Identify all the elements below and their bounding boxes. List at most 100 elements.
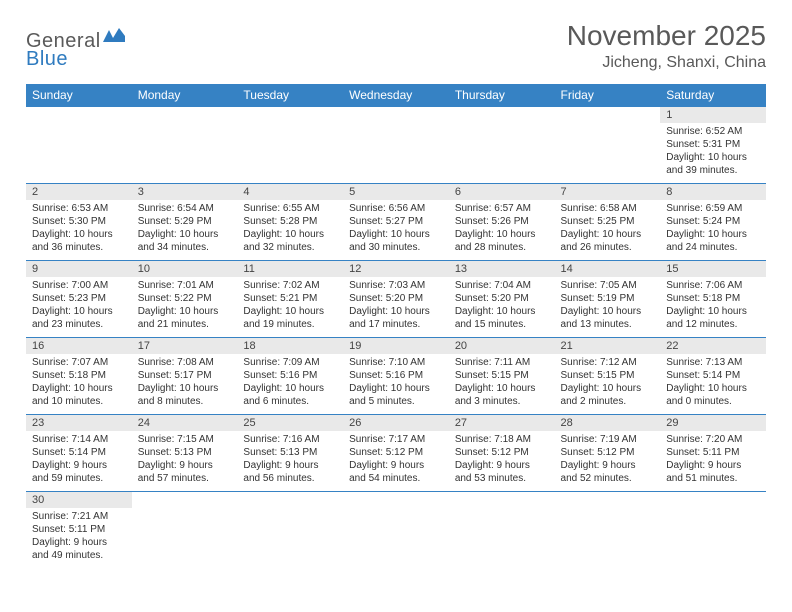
sunset-text: Sunset: 5:19 PM xyxy=(561,292,655,305)
day-number-cell: 27 xyxy=(449,415,555,432)
weekday-header: Tuesday xyxy=(237,84,343,107)
sunrise-text: Sunrise: 6:57 AM xyxy=(455,202,549,215)
sunrise-text: Sunrise: 6:59 AM xyxy=(666,202,760,215)
sunrise-text: Sunrise: 7:03 AM xyxy=(349,279,443,292)
content-row: Sunrise: 7:14 AMSunset: 5:14 PMDaylight:… xyxy=(26,431,766,492)
day-number-cell xyxy=(660,492,766,509)
sunset-text: Sunset: 5:14 PM xyxy=(666,369,760,382)
day-number-cell: 5 xyxy=(343,184,449,201)
day-number-cell xyxy=(343,492,449,509)
day-content-cell: Sunrise: 6:59 AMSunset: 5:24 PMDaylight:… xyxy=(660,200,766,261)
daylight-text: Daylight: 10 hours and 12 minutes. xyxy=(666,305,760,331)
daylight-text: Daylight: 10 hours and 32 minutes. xyxy=(243,228,337,254)
daylight-text: Daylight: 9 hours and 49 minutes. xyxy=(32,536,126,562)
daylight-text: Daylight: 10 hours and 6 minutes. xyxy=(243,382,337,408)
day-content-cell: Sunrise: 7:20 AMSunset: 5:11 PMDaylight:… xyxy=(660,431,766,492)
day-content-cell xyxy=(449,508,555,568)
weekday-header: Friday xyxy=(555,84,661,107)
daylight-text: Daylight: 10 hours and 2 minutes. xyxy=(561,382,655,408)
day-number-cell: 15 xyxy=(660,261,766,278)
day-number-cell: 28 xyxy=(555,415,661,432)
day-number-cell: 25 xyxy=(237,415,343,432)
day-number-cell: 22 xyxy=(660,338,766,355)
sunrise-text: Sunrise: 7:15 AM xyxy=(138,433,232,446)
sunrise-text: Sunrise: 7:17 AM xyxy=(349,433,443,446)
daylight-text: Daylight: 10 hours and 39 minutes. xyxy=(666,151,760,177)
content-row: Sunrise: 7:21 AMSunset: 5:11 PMDaylight:… xyxy=(26,508,766,568)
daylight-text: Daylight: 10 hours and 10 minutes. xyxy=(32,382,126,408)
sunset-text: Sunset: 5:24 PM xyxy=(666,215,760,228)
day-number-cell: 17 xyxy=(132,338,238,355)
day-content-cell: Sunrise: 7:06 AMSunset: 5:18 PMDaylight:… xyxy=(660,277,766,338)
daylight-text: Daylight: 10 hours and 24 minutes. xyxy=(666,228,760,254)
day-content-cell: Sunrise: 7:04 AMSunset: 5:20 PMDaylight:… xyxy=(449,277,555,338)
sunset-text: Sunset: 5:14 PM xyxy=(32,446,126,459)
weekday-header: Saturday xyxy=(660,84,766,107)
sunset-text: Sunset: 5:16 PM xyxy=(243,369,337,382)
day-number-cell: 10 xyxy=(132,261,238,278)
day-content-cell: Sunrise: 7:18 AMSunset: 5:12 PMDaylight:… xyxy=(449,431,555,492)
daylight-text: Daylight: 10 hours and 5 minutes. xyxy=(349,382,443,408)
day-number-cell: 6 xyxy=(449,184,555,201)
day-number-cell: 23 xyxy=(26,415,132,432)
sunset-text: Sunset: 5:12 PM xyxy=(561,446,655,459)
day-content-cell: Sunrise: 7:17 AMSunset: 5:12 PMDaylight:… xyxy=(343,431,449,492)
day-content-cell xyxy=(26,123,132,184)
sunrise-text: Sunrise: 6:56 AM xyxy=(349,202,443,215)
sunrise-text: Sunrise: 7:01 AM xyxy=(138,279,232,292)
daynum-row: 9101112131415 xyxy=(26,261,766,278)
day-content-cell xyxy=(555,508,661,568)
day-number-cell: 20 xyxy=(449,338,555,355)
sunset-text: Sunset: 5:28 PM xyxy=(243,215,337,228)
day-content-cell xyxy=(132,508,238,568)
day-content-cell xyxy=(237,123,343,184)
sunrise-text: Sunrise: 7:10 AM xyxy=(349,356,443,369)
sunset-text: Sunset: 5:20 PM xyxy=(455,292,549,305)
daylight-text: Daylight: 10 hours and 15 minutes. xyxy=(455,305,549,331)
day-number-cell xyxy=(132,107,238,124)
daylight-text: Daylight: 10 hours and 13 minutes. xyxy=(561,305,655,331)
month-title: November 2025 xyxy=(567,20,766,52)
sunrise-text: Sunrise: 7:13 AM xyxy=(666,356,760,369)
sunset-text: Sunset: 5:13 PM xyxy=(243,446,337,459)
sunset-text: Sunset: 5:31 PM xyxy=(666,138,760,151)
day-number-cell: 19 xyxy=(343,338,449,355)
sunset-text: Sunset: 5:13 PM xyxy=(138,446,232,459)
day-number-cell: 24 xyxy=(132,415,238,432)
content-row: Sunrise: 6:52 AMSunset: 5:31 PMDaylight:… xyxy=(26,123,766,184)
day-content-cell: Sunrise: 7:16 AMSunset: 5:13 PMDaylight:… xyxy=(237,431,343,492)
day-number-cell: 16 xyxy=(26,338,132,355)
day-number-cell: 4 xyxy=(237,184,343,201)
day-number-cell: 1 xyxy=(660,107,766,124)
day-content-cell: Sunrise: 7:01 AMSunset: 5:22 PMDaylight:… xyxy=(132,277,238,338)
day-content-cell: Sunrise: 7:09 AMSunset: 5:16 PMDaylight:… xyxy=(237,354,343,415)
sunrise-text: Sunrise: 6:53 AM xyxy=(32,202,126,215)
day-content-cell: Sunrise: 7:12 AMSunset: 5:15 PMDaylight:… xyxy=(555,354,661,415)
sunset-text: Sunset: 5:12 PM xyxy=(349,446,443,459)
sunrise-text: Sunrise: 7:19 AM xyxy=(561,433,655,446)
sunset-text: Sunset: 5:25 PM xyxy=(561,215,655,228)
content-row: Sunrise: 7:07 AMSunset: 5:18 PMDaylight:… xyxy=(26,354,766,415)
daylight-text: Daylight: 9 hours and 57 minutes. xyxy=(138,459,232,485)
day-number-cell: 2 xyxy=(26,184,132,201)
daylight-text: Daylight: 10 hours and 21 minutes. xyxy=(138,305,232,331)
day-number-cell: 12 xyxy=(343,261,449,278)
day-content-cell: Sunrise: 6:52 AMSunset: 5:31 PMDaylight:… xyxy=(660,123,766,184)
content-row: Sunrise: 6:53 AMSunset: 5:30 PM Daylight:… xyxy=(26,200,766,261)
daylight-text: Daylight: 10 hours and 17 minutes. xyxy=(349,305,443,331)
day-number-cell: 11 xyxy=(237,261,343,278)
header: General November 2025 Jicheng, Shanxi, C… xyxy=(26,20,766,72)
daynum-row: 1 xyxy=(26,107,766,124)
daynum-row: 30 xyxy=(26,492,766,509)
sunset-text: Sunset: 5:27 PM xyxy=(349,215,443,228)
sunset-text: Sunset: 5:21 PM xyxy=(243,292,337,305)
title-block: November 2025 Jicheng, Shanxi, China xyxy=(567,20,766,72)
day-content-cell: Sunrise: 7:14 AMSunset: 5:14 PMDaylight:… xyxy=(26,431,132,492)
flag-icon xyxy=(103,28,125,49)
day-number-cell: 21 xyxy=(555,338,661,355)
daylight-text: Daylight: 10 hours and 0 minutes. xyxy=(666,382,760,408)
day-number-cell xyxy=(237,107,343,124)
day-content-cell: Sunrise: 7:08 AMSunset: 5:17 PMDaylight:… xyxy=(132,354,238,415)
sunset-text: Sunset: 5:30 PM xyxy=(32,215,126,228)
daynum-row: 16171819202122 xyxy=(26,338,766,355)
